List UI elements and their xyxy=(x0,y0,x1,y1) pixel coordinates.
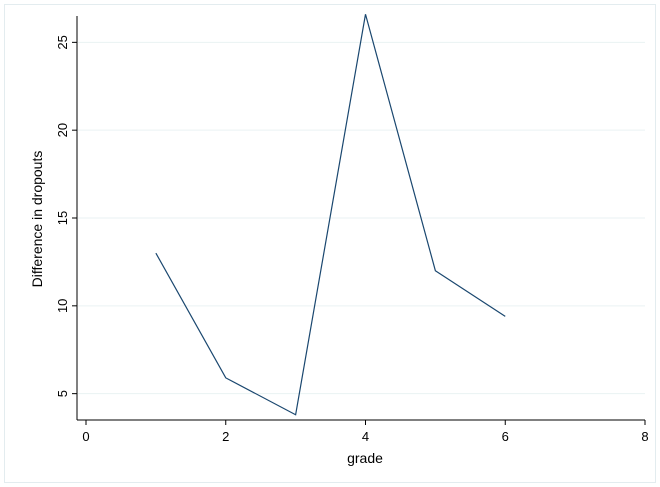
ticks: 5 10 15 20 25 0 2 4 6 8 xyxy=(55,35,649,444)
y-tick-label: 10 xyxy=(55,299,70,313)
x-tick-label: 2 xyxy=(222,429,229,444)
x-tick-label: 6 xyxy=(502,429,509,444)
series-line xyxy=(155,14,506,416)
y-axis-title: Difference in dropouts xyxy=(29,151,45,288)
y-tick-label: 15 xyxy=(55,211,70,225)
x-tick-label: 4 xyxy=(362,429,369,444)
gridlines xyxy=(78,41,645,395)
x-axis-title: grade xyxy=(347,450,383,466)
y-tick-label: 20 xyxy=(55,123,70,137)
x-tick-label: 8 xyxy=(641,429,648,444)
chart-frame xyxy=(4,4,656,483)
y-tick-label: 5 xyxy=(55,390,70,397)
series xyxy=(155,14,506,416)
x-tick-label: 0 xyxy=(82,429,89,444)
y-tick-label: 25 xyxy=(55,35,70,49)
